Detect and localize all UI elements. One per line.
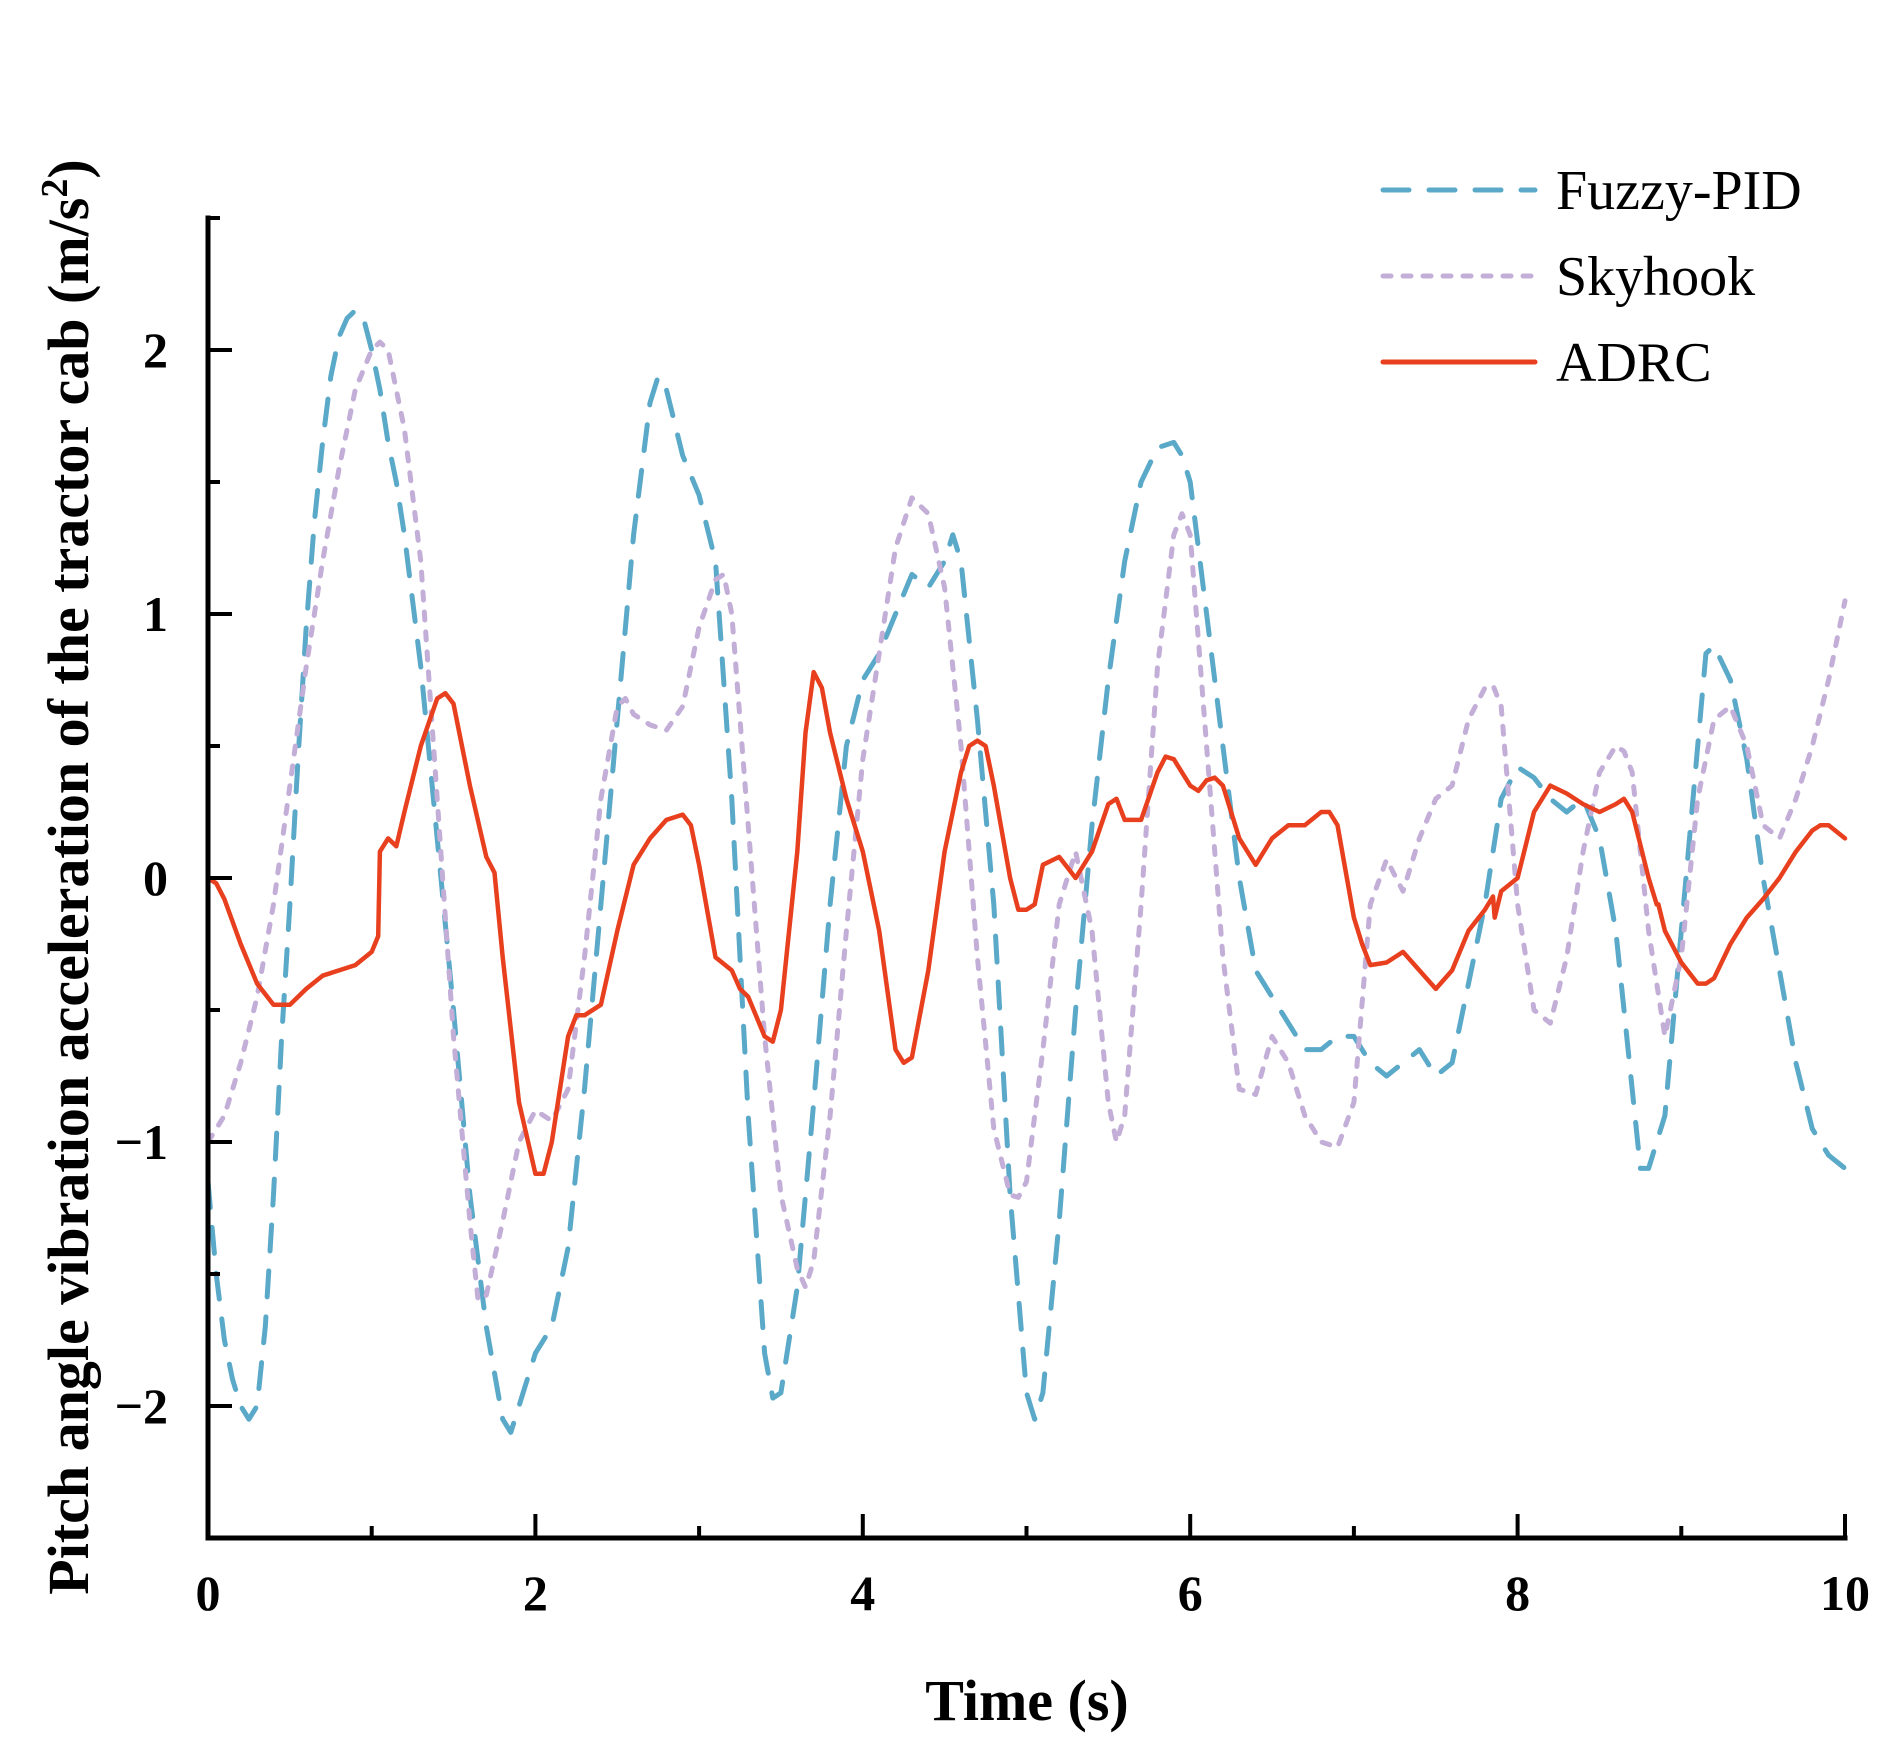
- legend-item-skyhook: Skyhook: [1380, 246, 1755, 308]
- series-line-fuzzy-pid: [205, 307, 1848, 1435]
- plot-lines: [205, 307, 1848, 1435]
- series-line-adrc: [205, 669, 1848, 1176]
- y-tick-label: 1: [143, 586, 168, 642]
- y-tick-label: 0: [143, 850, 168, 906]
- x-tick-label: 6: [1178, 1565, 1203, 1621]
- legend-label: Fuzzy-PID: [1556, 160, 1802, 222]
- y-tick-label: −2: [115, 1378, 169, 1434]
- y-axis-title-close: ): [36, 159, 101, 178]
- tick-labels: 0 2 4 6 8 10 −2 −1 0 1 2: [115, 322, 1871, 1621]
- y-axis-title-main: Pitch angle vibration acceleration of th…: [36, 198, 101, 1595]
- y-tick-label: −1: [115, 1114, 169, 1170]
- x-tick-label: 2: [523, 1565, 548, 1621]
- legend-label: ADRC: [1556, 332, 1712, 394]
- x-tick-label: 4: [850, 1565, 875, 1621]
- legend: Fuzzy-PID Skyhook ADRC: [1380, 160, 1802, 394]
- legend-item-adrc: ADRC: [1380, 332, 1712, 394]
- y-tick-label: 2: [143, 322, 168, 378]
- x-tick-label: 8: [1505, 1565, 1530, 1621]
- ticks: [206, 216, 1847, 1540]
- x-axis-title: Time (s): [925, 1668, 1129, 1733]
- axes: [205, 215, 1848, 1541]
- x-tick-label: 10: [1820, 1565, 1870, 1621]
- x-tick-label: 0: [196, 1565, 221, 1621]
- y-axis-title-superscript: 2: [34, 179, 76, 198]
- series-line-skyhook: [205, 339, 1848, 1303]
- legend-label: Skyhook: [1556, 246, 1755, 308]
- y-axis-title: Pitch angle vibration acceleration of th…: [34, 159, 101, 1594]
- legend-item-fuzzy-pid: Fuzzy-PID: [1380, 160, 1802, 222]
